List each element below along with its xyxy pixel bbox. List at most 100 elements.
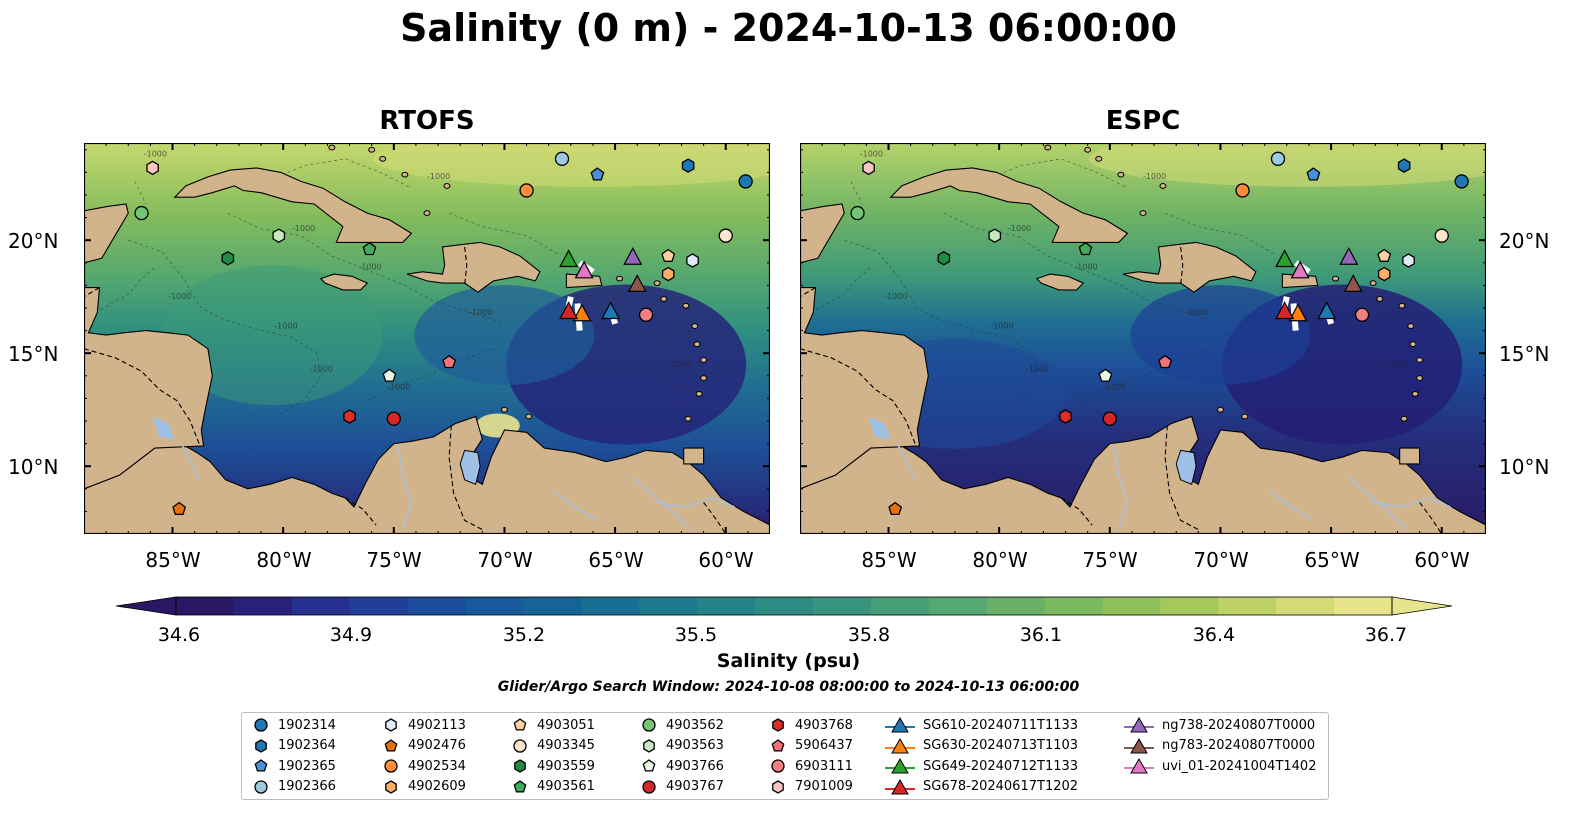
lat-label-20n-right: 20°N — [1499, 229, 1550, 253]
colorbar-tick-label: 36.7 — [1364, 624, 1408, 646]
colorbar-segment — [581, 597, 640, 615]
contour-label: -1000 — [1143, 172, 1166, 181]
island — [1216, 406, 1224, 413]
legend-item: 7901009 — [769, 777, 853, 797]
colorbar-segment — [233, 597, 293, 615]
colorbar-segment — [812, 597, 872, 615]
colorbar-segment — [870, 597, 930, 615]
legend-marker-icon — [254, 759, 268, 772]
legend-marker-icon — [385, 779, 397, 794]
bathymetry-contour — [1377, 326, 1416, 433]
argo-float-4903768 — [343, 409, 356, 424]
island — [1139, 210, 1147, 216]
argo-float-1902365 — [590, 167, 605, 181]
land-jamaica — [1035, 273, 1085, 291]
contour-label: -1000 — [358, 263, 381, 272]
colorbar-segment — [407, 597, 467, 615]
panel-title-espc: ESPC — [1105, 106, 1181, 136]
legend-item: ng738-20240807T0000 — [1124, 715, 1315, 735]
land-hispaniola — [1122, 241, 1257, 293]
legend-label: 4903562 — [666, 717, 724, 733]
land-hispaniola — [406, 241, 541, 293]
river — [654, 496, 735, 508]
lake-maracaibo — [459, 449, 481, 485]
colorbar-segment — [639, 597, 698, 615]
argo-float-1902314 — [738, 174, 753, 189]
lat-label-10n-right: 10°N — [1499, 455, 1550, 479]
legend-label: 4903345 — [537, 738, 595, 753]
lake-nicaragua — [868, 416, 891, 440]
argo-float-4902476 — [172, 501, 187, 516]
argo-float-4903563 — [988, 228, 1002, 243]
glider-SG630-20240713T1103 — [572, 303, 592, 322]
contour-label: -1000 — [427, 172, 450, 181]
bathymetry-contour — [367, 348, 494, 402]
legend-label: 4903051 — [537, 717, 595, 733]
legend-item: 4903562 — [640, 715, 724, 735]
lon-label-70w-espc: 70°W — [1193, 548, 1249, 572]
colorbar-tick-label: 35.8 — [847, 624, 891, 646]
island — [1411, 390, 1419, 397]
argo-float-1902314 — [1454, 174, 1469, 189]
legend-item: 4903766 — [640, 756, 724, 776]
glider-SG649-20240712T1133 — [1275, 249, 1295, 268]
colorbar-frame — [175, 596, 1393, 616]
map-panel-espc: -1000 -1000 -1000 -1000 -1000 -1000 -1000 -1000… — [800, 143, 1486, 534]
country-border — [800, 348, 916, 444]
legend-marker-icon — [514, 759, 526, 773]
legend-marker — [254, 759, 268, 772]
argo-float-4902609 — [661, 266, 675, 282]
legend-marker-icon — [254, 779, 268, 794]
legend: 1902314 1902364 1902365 1902366 4902113 49024… — [241, 712, 1329, 800]
legend-item: 4903051 — [511, 715, 595, 735]
legend-marker-icon — [513, 779, 527, 793]
river — [632, 476, 691, 531]
colorbar-segment — [1276, 597, 1335, 615]
river — [1113, 445, 1129, 530]
lon-label-80w-rtofs: 80°W — [256, 548, 312, 572]
country-border — [800, 287, 816, 298]
high-salinity-band — [373, 143, 770, 187]
island — [1044, 144, 1052, 151]
lat-label-15n-right: 15°N — [1499, 342, 1550, 366]
legend-label: 1902314 — [278, 717, 336, 733]
legend-label: 1902364 — [278, 738, 336, 753]
river — [180, 443, 200, 481]
lon-label-65w-rtofs: 65°W — [588, 548, 644, 572]
legend-item: 4903345 — [511, 736, 595, 756]
legend-marker-icon — [384, 759, 398, 773]
country-border — [1419, 502, 1443, 534]
argo-float-4902476 — [888, 501, 903, 516]
contour-label: -1000 — [168, 292, 191, 301]
island — [500, 406, 508, 413]
glider-SG678-20240617T1202 — [559, 301, 579, 320]
argo-float-6903111 — [638, 307, 654, 322]
colorbar-extend-high — [1391, 596, 1452, 616]
legend-label: 7901009 — [795, 779, 853, 794]
argo-float-4903345 — [1434, 228, 1449, 243]
legend-marker-icon — [513, 738, 527, 753]
legend-marker-icon — [772, 718, 784, 732]
colorbar-tick-label: 34.9 — [329, 624, 373, 646]
argo-float-1902365 — [1306, 167, 1321, 181]
island — [616, 275, 624, 282]
legend-item: 1902366 — [252, 777, 336, 797]
figure-title: Salinity (0 m) - 2024-10-13 06:00:00 — [400, 6, 1177, 50]
search-window-note: Glider/Argo Search Window: 2024-10-08 08… — [497, 679, 1080, 695]
lon-label-60w-rtofs: 60°W — [698, 548, 754, 572]
contour-label: -1000 — [1384, 360, 1407, 369]
river — [1370, 496, 1451, 508]
glider-ng738-20240807T0000 — [623, 246, 643, 265]
glider-SG610-20240711T1133 — [601, 301, 621, 320]
island — [682, 302, 690, 309]
argo-float-4903561 — [362, 241, 377, 256]
legend-item: 4903561 — [511, 777, 595, 797]
bathymetry-contour — [128, 239, 322, 415]
colorbar — [116, 596, 1452, 616]
glider-SG630-20240713T1103 — [1288, 303, 1308, 322]
legend-marker — [255, 738, 267, 753]
legend-item: 4902476 — [382, 736, 466, 756]
legend-item: 6903111 — [769, 756, 853, 776]
legend-label: 4903561 — [537, 779, 595, 794]
argo-float-4903767 — [1102, 411, 1117, 426]
